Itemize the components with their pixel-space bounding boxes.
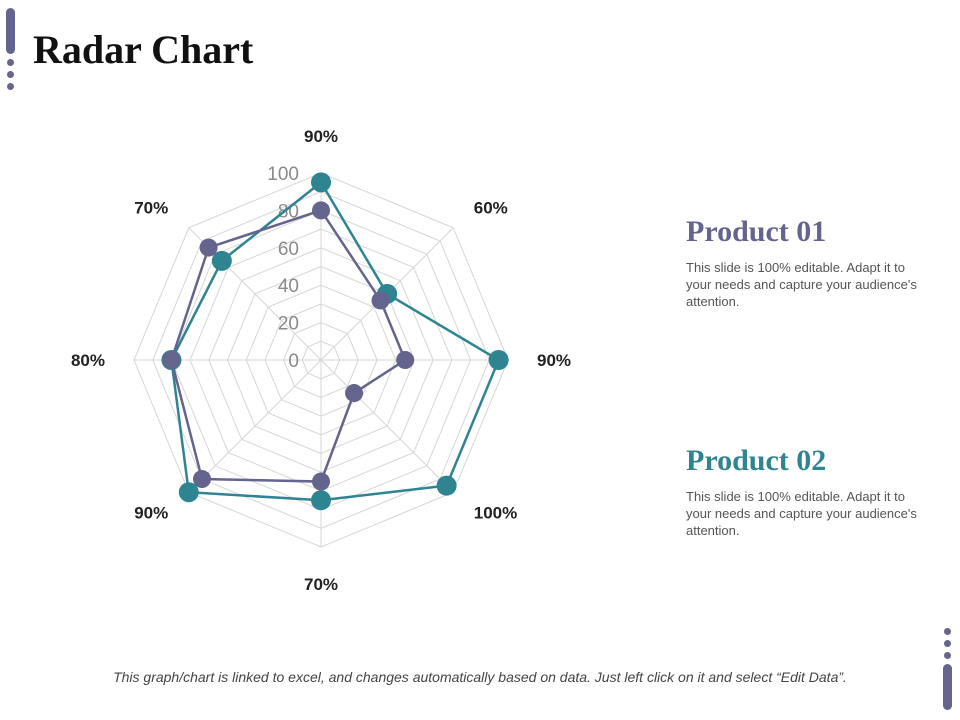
page-title: Radar Chart xyxy=(33,27,254,72)
data-point-product-02 xyxy=(436,475,457,496)
top-left-decoration xyxy=(6,8,16,90)
decoration-dot xyxy=(944,652,951,659)
data-point-product-02 xyxy=(311,172,331,193)
legend-product-01-name: Product 01 xyxy=(686,215,827,248)
radial-tick-label: 40 xyxy=(278,276,299,297)
data-point-product-01 xyxy=(371,291,390,310)
decoration-bar xyxy=(6,8,15,54)
data-point-product-01 xyxy=(312,201,330,220)
bottom-right-decoration xyxy=(943,628,953,710)
category-label: 90% xyxy=(304,127,338,146)
category-label: 70% xyxy=(134,198,168,217)
data-point-product-01 xyxy=(312,472,330,491)
radial-tick-label: 100 xyxy=(267,164,299,185)
category-label: 100% xyxy=(474,504,517,523)
radial-tick-label: 60 xyxy=(278,239,299,260)
category-label: 90% xyxy=(134,504,168,523)
category-label: 90% xyxy=(537,351,571,370)
decoration-dot xyxy=(944,628,951,635)
data-point-product-02 xyxy=(211,250,232,271)
data-point-product-02 xyxy=(488,350,509,370)
decoration-dot xyxy=(7,83,14,90)
radial-tick-label: 20 xyxy=(278,314,299,335)
data-point-product-01 xyxy=(345,384,364,403)
decoration-bar xyxy=(943,664,952,710)
grid-spoke xyxy=(320,359,454,493)
legend-product-02: Product 02 This slide is 100% editable. … xyxy=(686,444,926,539)
data-point-product-02 xyxy=(311,490,331,511)
category-label: 80% xyxy=(71,351,105,370)
legend-product-02-description: This slide is 100% editable. Adapt it to… xyxy=(686,489,917,538)
category-label: 70% xyxy=(304,575,338,594)
data-point-product-01 xyxy=(162,351,181,369)
decoration-dot xyxy=(7,59,14,66)
data-point-product-01 xyxy=(192,470,211,489)
data-point-product-01 xyxy=(199,238,218,257)
data-point-product-01 xyxy=(396,351,415,369)
footnote: This graph/chart is linked to excel, and… xyxy=(113,669,847,685)
data-point-product-02 xyxy=(178,482,199,503)
decoration-dot xyxy=(944,640,951,647)
radial-tick-label: 80 xyxy=(278,201,299,222)
grid-spoke xyxy=(188,359,322,493)
radial-tick-label: 0 xyxy=(288,351,299,372)
legend-product-01: Product 01 This slide is 100% editable. … xyxy=(686,215,926,310)
decoration-dot xyxy=(7,71,14,78)
legend-product-02-name: Product 02 xyxy=(686,444,827,477)
category-label: 60% xyxy=(474,198,508,217)
legend-product-01-description: This slide is 100% editable. Adapt it to… xyxy=(686,260,917,309)
